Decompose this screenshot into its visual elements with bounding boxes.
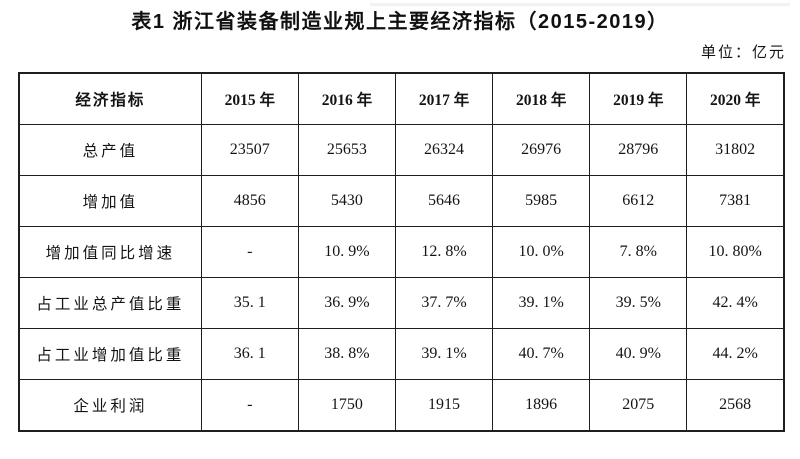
table-title: 表1 浙江省装备制造业规上主要经济指标（2015-2019） bbox=[131, 11, 669, 33]
row-label: 总产值 bbox=[18, 124, 202, 176]
table-cell: 39. 1% bbox=[492, 277, 591, 329]
table-cell: 10. 0% bbox=[492, 226, 591, 278]
table-cell: 26976 bbox=[492, 124, 591, 176]
table-cell: 4856 bbox=[200, 175, 299, 227]
scan-artifact-line bbox=[370, 3, 790, 6]
row-label: 增加值 bbox=[18, 175, 202, 227]
table-cell: 2568 bbox=[686, 379, 785, 432]
header-cell-2019: 2019 年 bbox=[589, 72, 688, 125]
header-cell-2017: 2017 年 bbox=[394, 72, 494, 125]
table-cell: 6612 bbox=[589, 175, 688, 227]
table-cell: 23507 bbox=[200, 124, 299, 176]
row-label: 占工业增加值比重 bbox=[18, 328, 202, 380]
table-cell: 39. 5% bbox=[589, 277, 688, 329]
table-cell: 28796 bbox=[589, 124, 688, 176]
table-cell: 1896 bbox=[492, 379, 591, 432]
table-cell: 31802 bbox=[686, 124, 785, 176]
economic-indicators-table: 经济指标 2015 年 2016 年 2017 年 2018 年 2019 年 … bbox=[18, 72, 785, 432]
table-cell: 7. 8% bbox=[589, 226, 688, 278]
unit-label: 单位：亿元 bbox=[700, 45, 786, 61]
table-cell: 12. 8% bbox=[394, 226, 494, 278]
table-cell: 36. 1 bbox=[200, 328, 299, 380]
table-cell: 39. 1% bbox=[394, 328, 494, 380]
table-cell: 2075 bbox=[589, 379, 688, 432]
table-cell: 5985 bbox=[492, 175, 591, 227]
table-cell: 1750 bbox=[297, 379, 396, 432]
header-cell-2018: 2018 年 bbox=[492, 72, 591, 125]
table-row-enterprise-profit: 企业利润 - 1750 1915 1896 2075 2568 bbox=[18, 379, 785, 432]
table-row-added-value: 增加值 4856 5430 5646 5985 6612 7381 bbox=[18, 175, 785, 227]
table-cell: 5430 bbox=[297, 175, 396, 227]
table-row-share-gross-output: 占工业总产值比重 35. 1 36. 9% 37. 7% 39. 1% 39. … bbox=[18, 277, 785, 329]
header-cell-2016: 2016 年 bbox=[297, 72, 396, 125]
table-row-added-value-growth: 增加值同比增速 - 10. 9% 12. 8% 10. 0% 7. 8% 10.… bbox=[18, 226, 785, 278]
table-cell: 7381 bbox=[686, 175, 785, 227]
header-cell-2015: 2015 年 bbox=[200, 72, 299, 125]
table-cell: 38. 8% bbox=[297, 328, 396, 380]
table-cell: 40. 9% bbox=[589, 328, 688, 380]
table-cell: 37. 7% bbox=[394, 277, 494, 329]
header-cell-2020: 2020 年 bbox=[686, 72, 785, 125]
row-label: 增加值同比增速 bbox=[18, 226, 202, 278]
table-cell: 10. 9% bbox=[297, 226, 396, 278]
table-cell: 1915 bbox=[394, 379, 494, 432]
table-cell: 25653 bbox=[297, 124, 396, 176]
table-cell: 5646 bbox=[394, 175, 494, 227]
table-cell: 44. 2% bbox=[686, 328, 785, 380]
header-cell-indicator: 经济指标 bbox=[18, 72, 202, 125]
table-cell: 40. 7% bbox=[492, 328, 591, 380]
table-cell: 26324 bbox=[394, 124, 494, 176]
table-cell: - bbox=[200, 379, 299, 432]
table-header-row: 经济指标 2015 年 2016 年 2017 年 2018 年 2019 年 … bbox=[18, 72, 785, 125]
table-cell: - bbox=[200, 226, 299, 278]
table-cell: 10. 80% bbox=[686, 226, 785, 278]
row-label: 占工业总产值比重 bbox=[18, 277, 202, 329]
table-row-gross-output: 总产值 23507 25653 26324 26976 28796 31802 bbox=[18, 124, 785, 176]
table-cell: 42. 4% bbox=[686, 277, 785, 329]
table-cell: 36. 9% bbox=[297, 277, 396, 329]
row-label: 企业利润 bbox=[18, 379, 202, 432]
table-cell: 35. 1 bbox=[200, 277, 299, 329]
table-row-share-added-value: 占工业增加值比重 36. 1 38. 8% 39. 1% 40. 7% 40. … bbox=[18, 328, 785, 380]
